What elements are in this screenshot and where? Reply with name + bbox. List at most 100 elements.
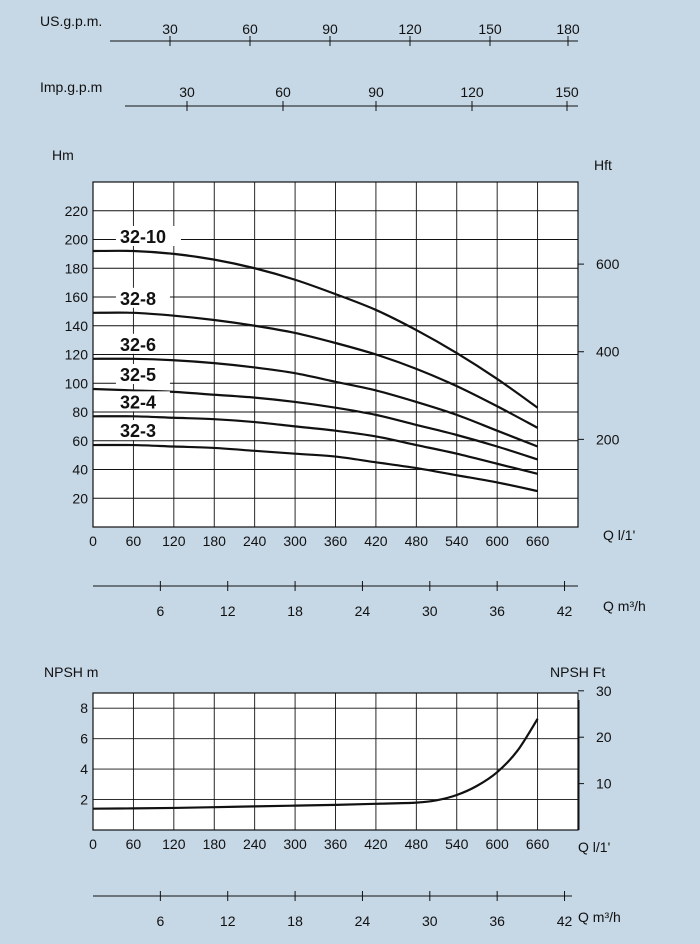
x-tick-label: 180 — [203, 836, 227, 852]
series-label-bg — [115, 420, 170, 441]
npsh-m3h-ticks: 6 12 18 24 30 36 42 — [156, 891, 573, 929]
series-line-32-3 — [92, 443, 538, 493]
m3h-tick-label: 24 — [355, 603, 371, 619]
x-tick-label: 420 — [364, 533, 388, 549]
series-label-bg — [115, 364, 170, 384]
m3h-tick-label: 30 — [422, 913, 438, 929]
x-tick-label: 540 — [445, 533, 469, 549]
m3h-tick-label: 24 — [355, 913, 371, 929]
m3h-tick-label: 42 — [557, 603, 573, 619]
series-line-32-10 — [92, 249, 539, 409]
m3h-tick-label: 36 — [489, 603, 505, 619]
x-tick-label: 120 — [162, 533, 186, 549]
m3h-tick-label: 12 — [220, 603, 236, 619]
y-tick-label: 220 — [65, 203, 89, 219]
x-tick-label: 300 — [283, 533, 307, 549]
m3h-tick-label: 42 — [557, 913, 573, 929]
head-xlabel-secondary: Q m³/h — [603, 598, 646, 614]
series-line-32-8 — [92, 311, 539, 429]
y-tick-label: 140 — [65, 318, 89, 334]
series-label-bg — [115, 287, 170, 308]
npsh-xlabel-secondary: Q m³/h — [578, 909, 621, 925]
y-tick-label: 200 — [65, 232, 89, 248]
x-tick-label: 600 — [485, 533, 509, 549]
x-tick-label: 480 — [405, 533, 429, 549]
x-tick-label: 480 — [405, 836, 429, 852]
m3h-tick-label: 6 — [156, 913, 164, 929]
imp-gpm-tick-label: 30 — [179, 84, 195, 100]
x-tick-label: 60 — [126, 836, 142, 852]
x-tick-label: 120 — [162, 836, 186, 852]
head-ylabel: Hm — [52, 147, 74, 163]
series-label-bg — [115, 333, 170, 354]
y-tick-label: 4 — [80, 761, 88, 777]
us-gpm-label: US.g.p.m. — [40, 13, 102, 29]
x-tick-label: 660 — [526, 836, 550, 852]
m3h-tick-label: 30 — [422, 603, 438, 619]
x-tick-label: 540 — [445, 836, 469, 852]
us-gpm-tick-label: 180 — [556, 21, 580, 37]
npsh-ylabel-right: NPSH Ft — [550, 664, 605, 680]
head-x-ticks: 0 60 120 180 240 300 360 420 480 540 600 660 — [89, 533, 549, 549]
series-label: 32-4 — [120, 392, 156, 412]
y-tick-label: 8 — [80, 700, 88, 716]
series-label: 32-10 — [120, 227, 166, 247]
y-right-tick-label: 200 — [596, 431, 620, 447]
series-label: 32-6 — [120, 335, 156, 355]
us-gpm-tick-label: 30 — [162, 21, 178, 37]
series-label: 32-8 — [120, 289, 156, 309]
series-label-bg — [115, 391, 170, 412]
us-gpm-tick-label: 90 — [322, 21, 338, 37]
x-tick-label: 0 — [89, 533, 97, 549]
head-curves: 32-10 32-8 32-6 32-5 32-4 32-3 — [92, 226, 539, 493]
y-tick-label: 180 — [65, 260, 89, 276]
imp-gpm-tick-label: 150 — [555, 84, 579, 100]
head-m3h-ticks: 6 12 18 24 30 36 42 — [156, 581, 573, 619]
x-tick-label: 420 — [364, 836, 388, 852]
series-line-32-6 — [92, 357, 538, 448]
x-tick-label: 240 — [243, 836, 267, 852]
head-y-ticks: 20 40 60 80 100 120 140 160 180 200 220 — [65, 203, 89, 507]
head-ylabel-right: Hft — [594, 157, 612, 173]
npsh-ylabel: NPSH m — [44, 664, 98, 680]
imp-gpm-tick-label: 60 — [275, 84, 291, 100]
series-label: 32-3 — [120, 421, 156, 441]
imp-gpm-tick-label: 90 — [368, 84, 384, 100]
m3h-tick-label: 12 — [220, 913, 236, 929]
x-tick-label: 300 — [283, 836, 307, 852]
m3h-tick-label: 18 — [287, 603, 303, 619]
y-tick-label: 20 — [72, 490, 88, 506]
us-gpm-tick-label: 60 — [242, 21, 258, 37]
series-line-32-4 — [92, 415, 538, 475]
x-tick-label: 180 — [203, 533, 227, 549]
x-tick-label: 360 — [324, 836, 348, 852]
x-tick-label: 60 — [126, 533, 142, 549]
y-tick-label: 60 — [72, 433, 88, 449]
y-right-tick-label: 20 — [596, 729, 612, 745]
y-tick-label: 6 — [80, 731, 88, 747]
m3h-tick-label: 18 — [287, 913, 303, 929]
y-tick-label: 2 — [80, 792, 88, 808]
x-tick-label: 0 — [89, 836, 97, 852]
us-gpm-tick-label: 120 — [398, 21, 422, 37]
y-right-tick-label: 10 — [596, 776, 612, 792]
npsh-y-ticks: 2 4 6 8 — [80, 700, 88, 807]
x-tick-label: 600 — [485, 836, 509, 852]
y-right-tick-label: 400 — [596, 344, 620, 360]
y-tick-label: 120 — [65, 347, 89, 363]
y-right-tick-label: 30 — [596, 683, 612, 699]
series-line — [92, 718, 539, 810]
us-gpm-tick-label: 150 — [478, 21, 502, 37]
head-y-right-ticks: 200 400 600 — [578, 256, 620, 447]
us-gpm-scale: US.g.p.m. 30 60 90 120 150 180 — [40, 13, 580, 46]
m3h-tick-label: 6 — [156, 603, 164, 619]
npsh-curves — [92, 718, 539, 810]
y-tick-label: 160 — [65, 289, 89, 305]
x-tick-label: 360 — [324, 533, 348, 549]
imp-gpm-scale: Imp.g.p.m 30 60 90 120 150 — [40, 79, 579, 111]
x-tick-label: 240 — [243, 533, 267, 549]
series-label-bg — [115, 226, 181, 246]
series-line-32-5 — [92, 387, 538, 461]
y-tick-label: 100 — [65, 375, 89, 391]
